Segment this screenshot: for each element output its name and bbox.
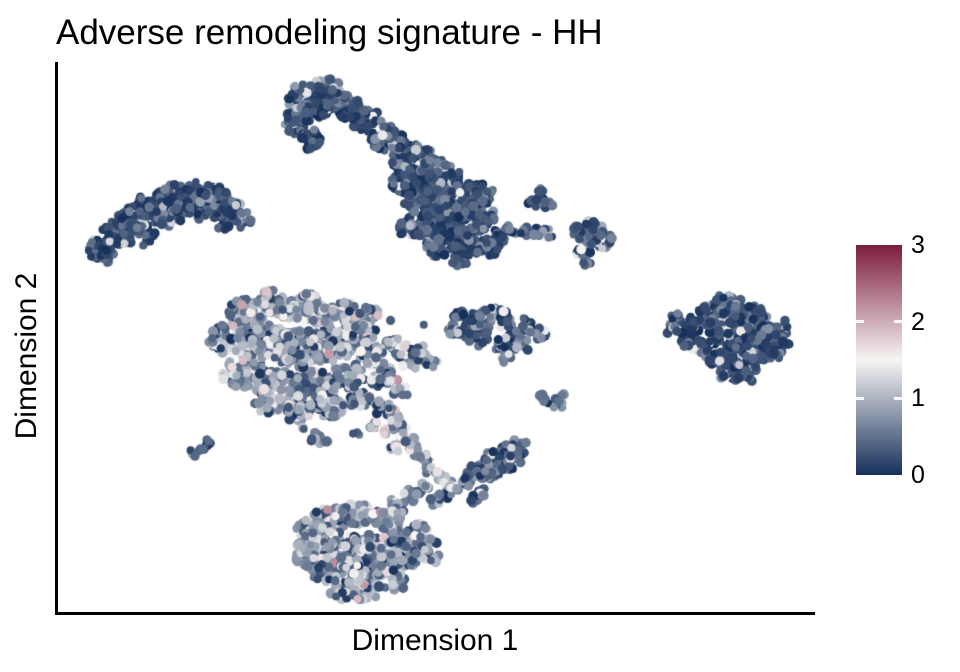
colorbar-gradient bbox=[856, 245, 902, 475]
colorbar-labels: 3 2 1 0 bbox=[911, 231, 925, 489]
colorbar-label-0: 0 bbox=[911, 460, 925, 489]
colorbar-tick-1-right bbox=[894, 397, 902, 400]
colorbar-tick-2-right bbox=[894, 320, 902, 323]
colorbar-label-1: 1 bbox=[911, 384, 925, 413]
x-axis-line bbox=[55, 612, 815, 615]
colorbar-label-2: 2 bbox=[911, 307, 925, 336]
colorbar bbox=[856, 245, 902, 475]
x-axis-label: Dimension 1 bbox=[351, 624, 519, 657]
colorbar-tick-1-left bbox=[856, 397, 864, 400]
y-axis-line bbox=[55, 62, 58, 615]
colorbar-tick-2-left bbox=[856, 320, 864, 323]
y-axis-label: Dimension 2 bbox=[10, 272, 43, 440]
colorbar-label-3: 3 bbox=[911, 231, 925, 259]
